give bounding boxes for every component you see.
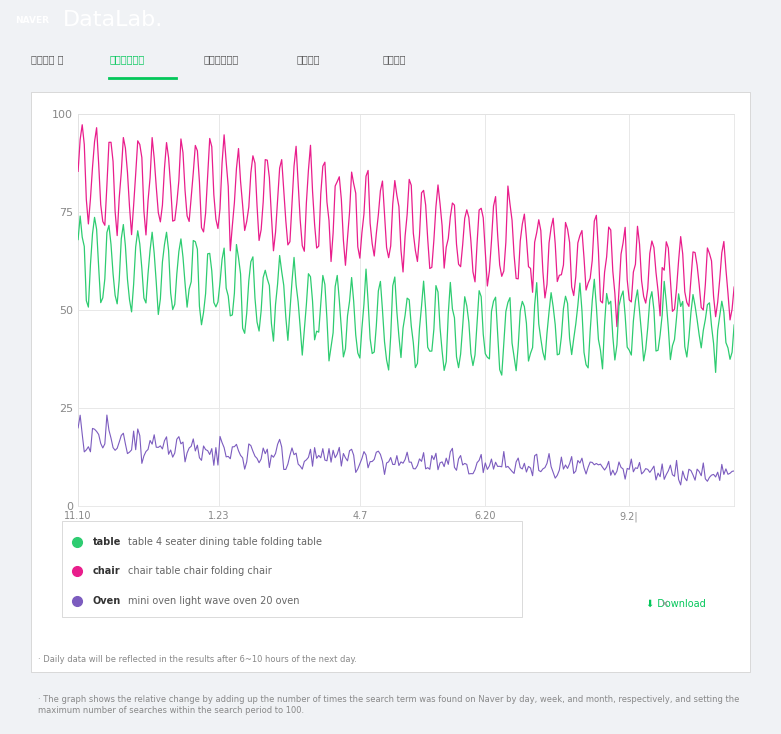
Text: DataLab.: DataLab. xyxy=(62,10,162,30)
Text: Oven: Oven xyxy=(93,596,121,606)
Text: chair: chair xyxy=(93,566,120,575)
Text: 검색어트렌드: 검색어트렌드 xyxy=(109,54,144,65)
Text: · Daily data will be reflected in the results after 6~10 hours of the next day.: · Daily data will be reflected in the re… xyxy=(38,655,357,664)
Text: table 4 seater dining table folding table: table 4 seater dining table folding tabl… xyxy=(128,537,322,547)
Text: · The graph shows the relative change by adding up the number of times the searc: · The graph shows the relative change by… xyxy=(38,695,740,715)
Text: 데이터랩 홈: 데이터랩 홈 xyxy=(31,54,64,65)
Text: table: table xyxy=(93,537,121,547)
Text: NAVER: NAVER xyxy=(16,15,50,25)
Text: chair table chair folding chair: chair table chair folding chair xyxy=(128,566,272,575)
Text: 지역통계: 지역통계 xyxy=(297,54,320,65)
Text: ✕: ✕ xyxy=(661,599,669,608)
FancyBboxPatch shape xyxy=(62,521,522,617)
Text: 댓글통계: 댓글통계 xyxy=(383,54,406,65)
Text: mini oven light wave oven 20 oven: mini oven light wave oven 20 oven xyxy=(128,596,300,606)
Text: 쇼핑인사이트: 쇼핑인사이트 xyxy=(203,54,238,65)
FancyBboxPatch shape xyxy=(31,92,750,672)
Text: ⬇ Download: ⬇ Download xyxy=(646,599,706,608)
